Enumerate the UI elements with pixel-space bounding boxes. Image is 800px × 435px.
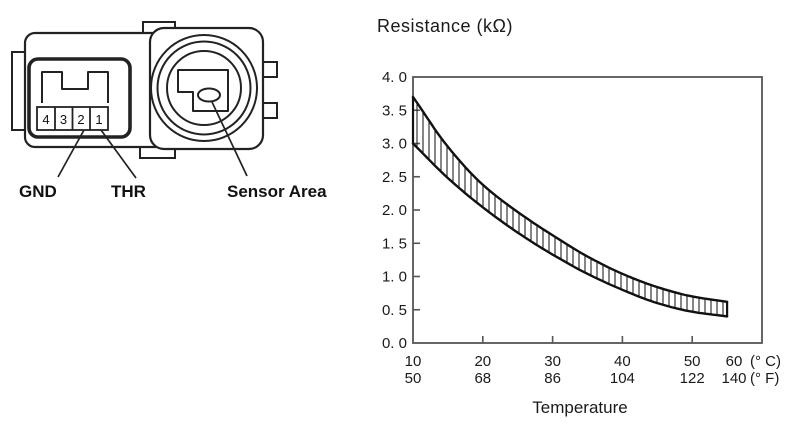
- resistance-chart: Temperature 4. 0 3. 5 3. 0 2. 5 2. 0 1. 5 1. 0…: [370, 50, 800, 430]
- x-tick-label-fahrenheit: 86: [544, 370, 561, 387]
- x-tick-label-celsius: 30: [544, 353, 561, 370]
- sensor-area-leader-line: [211, 101, 248, 177]
- connector-diagram: 4 3 2 1 GND THR Sensor Area: [11, 21, 327, 201]
- sensor-area-ellipse: [197, 87, 221, 103]
- pin-number-2: 2: [77, 112, 84, 127]
- band-upper-curve: [411, 95, 729, 303]
- sensor-area-label: Sensor Area: [227, 182, 327, 201]
- resistance-chart-svg: Temperature 4. 0 3. 5 3. 0 2. 5 2. 0 1. 5 1. 0…: [382, 69, 781, 417]
- x-tick-label-fahrenheit: 68: [474, 370, 491, 387]
- gnd-label: GND: [19, 182, 57, 201]
- x-tick-label-celsius: 20: [474, 353, 491, 370]
- y-tick-label: 2. 5: [382, 169, 407, 186]
- thr-label: THR: [111, 182, 146, 201]
- x-tick-label-celsius: 40: [614, 353, 631, 370]
- y-tick-label: 4. 0: [382, 69, 407, 86]
- y-tick-label: 3. 0: [382, 136, 407, 153]
- y-tick-label: 1. 0: [382, 269, 407, 286]
- gnd-leader-line: [57, 129, 85, 178]
- y-tick-label: 3. 5: [382, 102, 407, 119]
- band-lower-curve: [411, 142, 729, 318]
- x-tick-label-celsius: 10: [405, 353, 422, 370]
- y-tick-label: 1. 5: [382, 235, 407, 252]
- y-tick-label: 0. 5: [382, 302, 407, 319]
- x-tick-label-fahrenheit: 122: [680, 370, 705, 387]
- x-tick-label-fahrenheit: 104: [610, 370, 635, 387]
- y-tick-label: 2. 0: [382, 202, 407, 219]
- chart-title: Resistance (kΩ): [377, 16, 513, 36]
- thr-leader-line: [100, 129, 137, 179]
- pin-number-3: 3: [60, 112, 67, 127]
- fahrenheit-unit-suffix: (° F): [750, 370, 779, 387]
- pin-number-1: 1: [95, 112, 102, 127]
- pin-number-4: 4: [42, 112, 49, 127]
- celsius-unit-suffix: (° C): [750, 353, 781, 370]
- plug-keyway: [41, 71, 109, 103]
- plot-area: [412, 76, 763, 344]
- y-tick-label: 0. 0: [382, 335, 407, 352]
- x-tick-label-celsius: 50: [684, 353, 701, 370]
- pin-row: 4 3 2 1: [36, 106, 109, 131]
- x-tick-label-fahrenheit: 50: [405, 370, 422, 387]
- x-tick-label-celsius: 60: [726, 353, 743, 370]
- x-axis-label: Temperature: [532, 398, 627, 417]
- x-tick-label-fahrenheit: 140: [721, 370, 746, 387]
